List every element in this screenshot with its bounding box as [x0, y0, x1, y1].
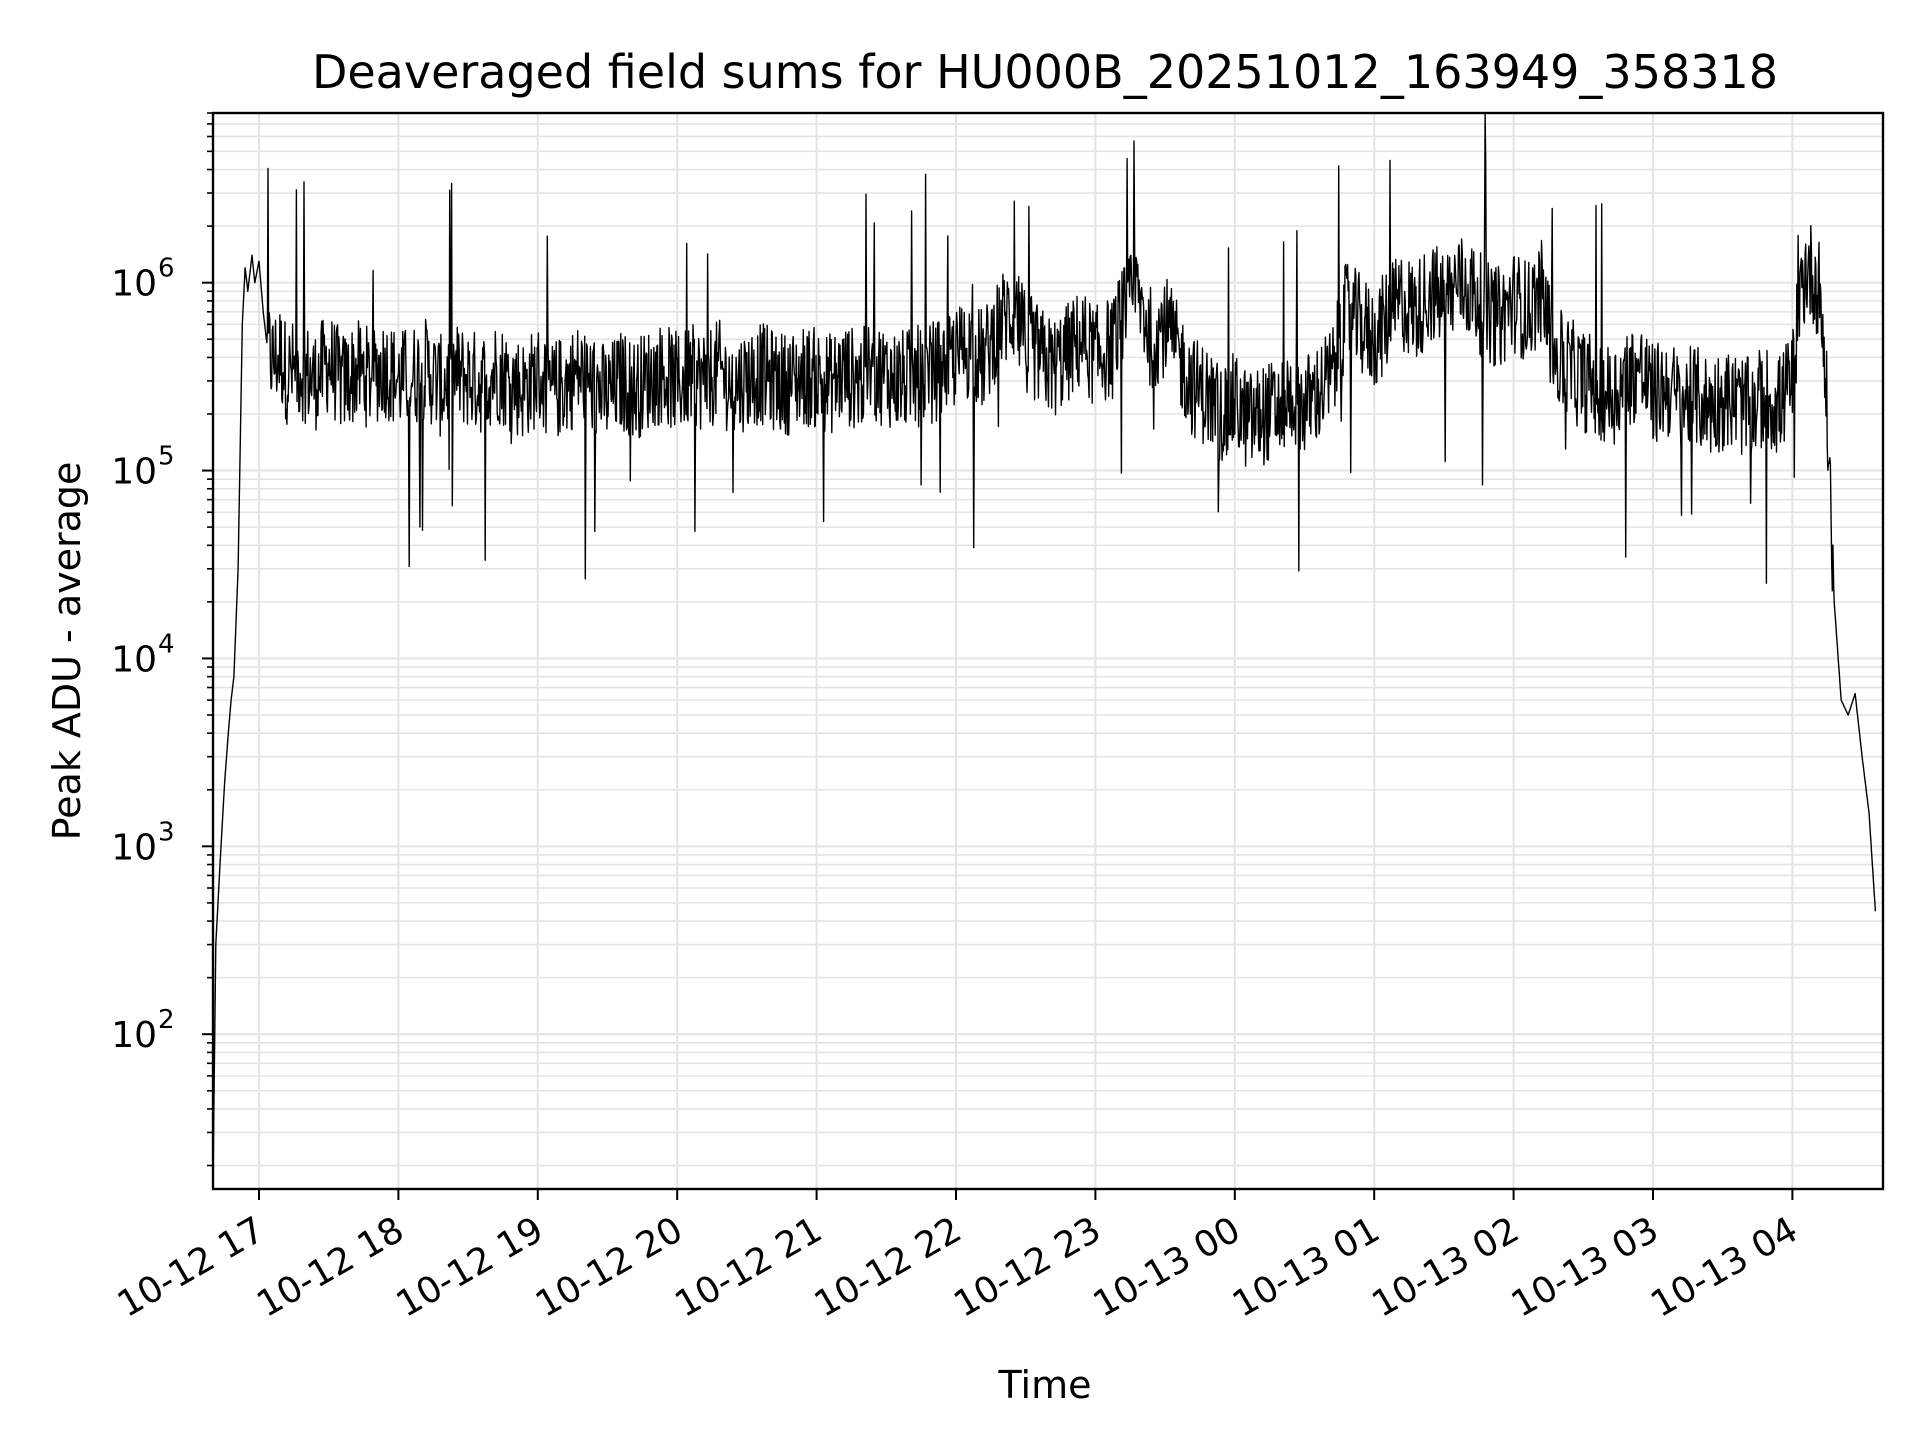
data-area — [212, 112, 1877, 1184]
y-tick-exponent: 5 — [158, 442, 175, 472]
plot-frame — [211, 111, 1885, 1191]
x-axis-label: Time — [998, 1363, 1092, 1407]
y-tick-label: 10 — [111, 452, 157, 493]
y-tick-exponent: 2 — [158, 1005, 175, 1035]
y-tick-base: 10 — [111, 1015, 157, 1056]
y-tick-label: 10 — [111, 1015, 157, 1056]
chart-title: Deaveraged field sums for HU000B_2025101… — [312, 45, 1778, 99]
y-tick-exponent: 3 — [158, 817, 175, 847]
grid — [213, 112, 1883, 1189]
y-tick-base: 10 — [111, 452, 157, 493]
y-tick-base: 10 — [111, 639, 157, 680]
y-tick-exponent: 4 — [158, 629, 175, 659]
y-tick-exponent: 6 — [158, 254, 175, 284]
y-tick-label: 10 — [111, 264, 157, 305]
y-axis-label: Peak ADU - average — [45, 462, 89, 841]
y-tick-base: 10 — [111, 827, 157, 868]
y-tick-label: 10 — [111, 639, 157, 680]
y-tick-label: 10 — [111, 827, 157, 868]
series-line — [212, 112, 1877, 1184]
y-tick-base: 10 — [111, 264, 157, 305]
